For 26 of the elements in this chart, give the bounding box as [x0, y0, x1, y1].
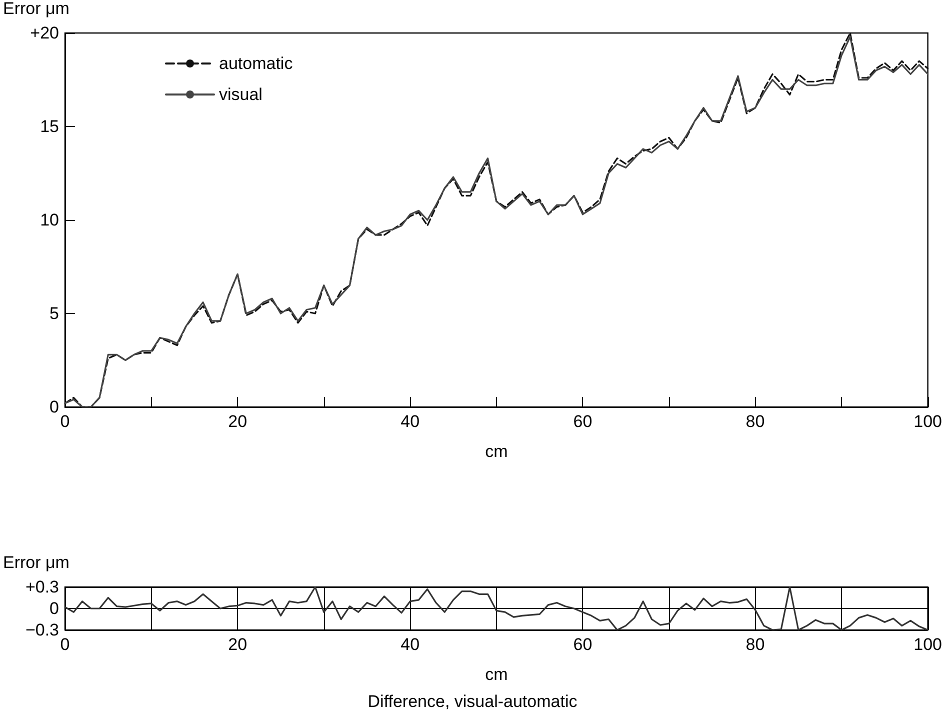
y-tick-label: 0 — [50, 599, 59, 618]
y-tick-label: 10 — [40, 210, 59, 230]
y-tick-label: 5 — [50, 304, 59, 323]
x-axis-title: cm — [485, 442, 508, 461]
legend-label: automatic — [219, 54, 294, 73]
x-tick-label: 100 — [914, 412, 942, 431]
y-axis-title: Error μm — [3, 553, 70, 572]
y-tick-label: +20 — [30, 24, 59, 42]
x-tick-label: 40 — [400, 412, 420, 431]
text: Difference, visual-automatic — [368, 692, 578, 711]
legend-label: visual — [219, 85, 262, 104]
y-tick-label: 0 — [50, 398, 59, 416]
line-series — [64, 586, 929, 631]
y-tick-label: 15 — [40, 117, 59, 136]
x-tick-label: 20 — [228, 412, 248, 431]
y-tick-label: +0.3 — [25, 578, 59, 596]
x-tick-label: 80 — [746, 635, 765, 654]
x-tick-label: 60 — [573, 412, 592, 431]
x-axis-title: cm — [485, 665, 508, 684]
x-tick-label: 20 — [228, 635, 248, 654]
x-tick-label: 40 — [400, 635, 420, 654]
y-tick-label: −0.3 — [25, 620, 59, 640]
x-tick-label: 60 — [573, 635, 592, 654]
y-axis-title: Error μm — [3, 0, 70, 18]
x-tick-label: 80 — [746, 412, 765, 431]
x-tick-label: 100 — [914, 635, 942, 654]
